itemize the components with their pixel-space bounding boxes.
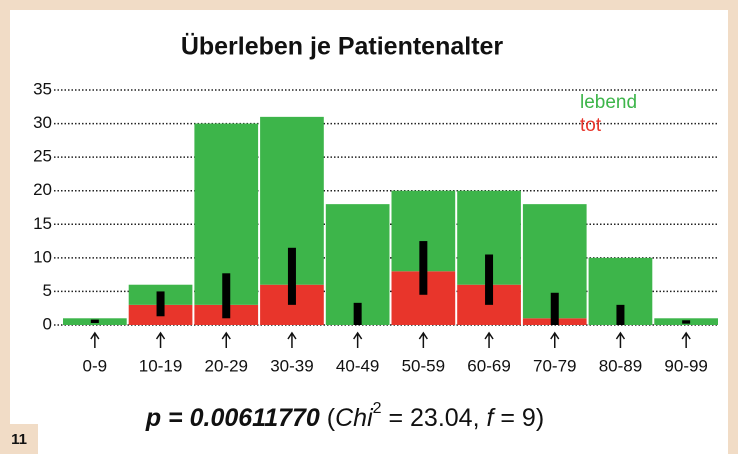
annotation-part: = 23.04, (382, 404, 487, 432)
x-tick-label: 90-99 (664, 356, 707, 375)
arrow (681, 331, 691, 348)
annotation-part: = 9) (493, 404, 544, 432)
annotation-part: ( (327, 404, 336, 432)
figure-badge (0, 424, 38, 454)
chart-title: Überleben je Patientenalter (181, 32, 504, 61)
annotation-part: 2 (373, 400, 382, 417)
x-tick-label: 50-59 (402, 356, 445, 375)
x-tick-label: 20-29 (205, 356, 248, 375)
error-bar (616, 304, 625, 325)
legend-label: tot (580, 115, 602, 136)
annotation-part: Chi (335, 404, 374, 432)
arrow (287, 331, 297, 348)
x-tick-label: 10-19 (139, 356, 182, 375)
x-tick-label: 60-69 (467, 356, 510, 375)
error-bar (419, 241, 428, 295)
y-tick-label: 0 (43, 314, 52, 333)
annotation-part: f (486, 404, 496, 432)
figure-number: 11 (11, 431, 27, 448)
x-tick-label: 70-79 (533, 356, 576, 375)
legend-label: lebend (580, 92, 637, 113)
arrow (90, 331, 100, 348)
y-tick-label: 20 (33, 180, 52, 199)
error-bar (222, 273, 231, 319)
arrow (418, 331, 428, 348)
annotation-part: p = 0.00611770 (145, 404, 320, 432)
arrow (155, 331, 166, 348)
arrow (550, 331, 560, 348)
x-tick-label: 80-89 (599, 356, 642, 375)
error-bar (287, 247, 296, 305)
error-bar (156, 291, 165, 317)
y-tick-label: 35 (33, 79, 52, 98)
error-bar (90, 319, 99, 323)
y-tick-label: 25 (33, 147, 52, 166)
y-tick-label: 10 (33, 247, 52, 266)
arrow (353, 331, 363, 348)
y-tick-label: 5 (43, 281, 52, 300)
error-bar (550, 292, 559, 325)
arrow (615, 331, 626, 348)
x-tick-label: 0-9 (83, 356, 108, 375)
arrow (221, 331, 231, 348)
arrow (484, 331, 494, 348)
x-tick-label: 40-49 (336, 356, 379, 375)
x-tick-label: 30-39 (270, 356, 313, 375)
error-bar (353, 302, 362, 325)
error-bar (682, 320, 691, 324)
y-tick-label: 15 (33, 214, 52, 233)
y-tick-label: 30 (33, 113, 52, 132)
error-bar (485, 254, 494, 305)
annotation: p = 0.00611770 (Chi2 = 23.04, f = 9) (145, 400, 544, 431)
